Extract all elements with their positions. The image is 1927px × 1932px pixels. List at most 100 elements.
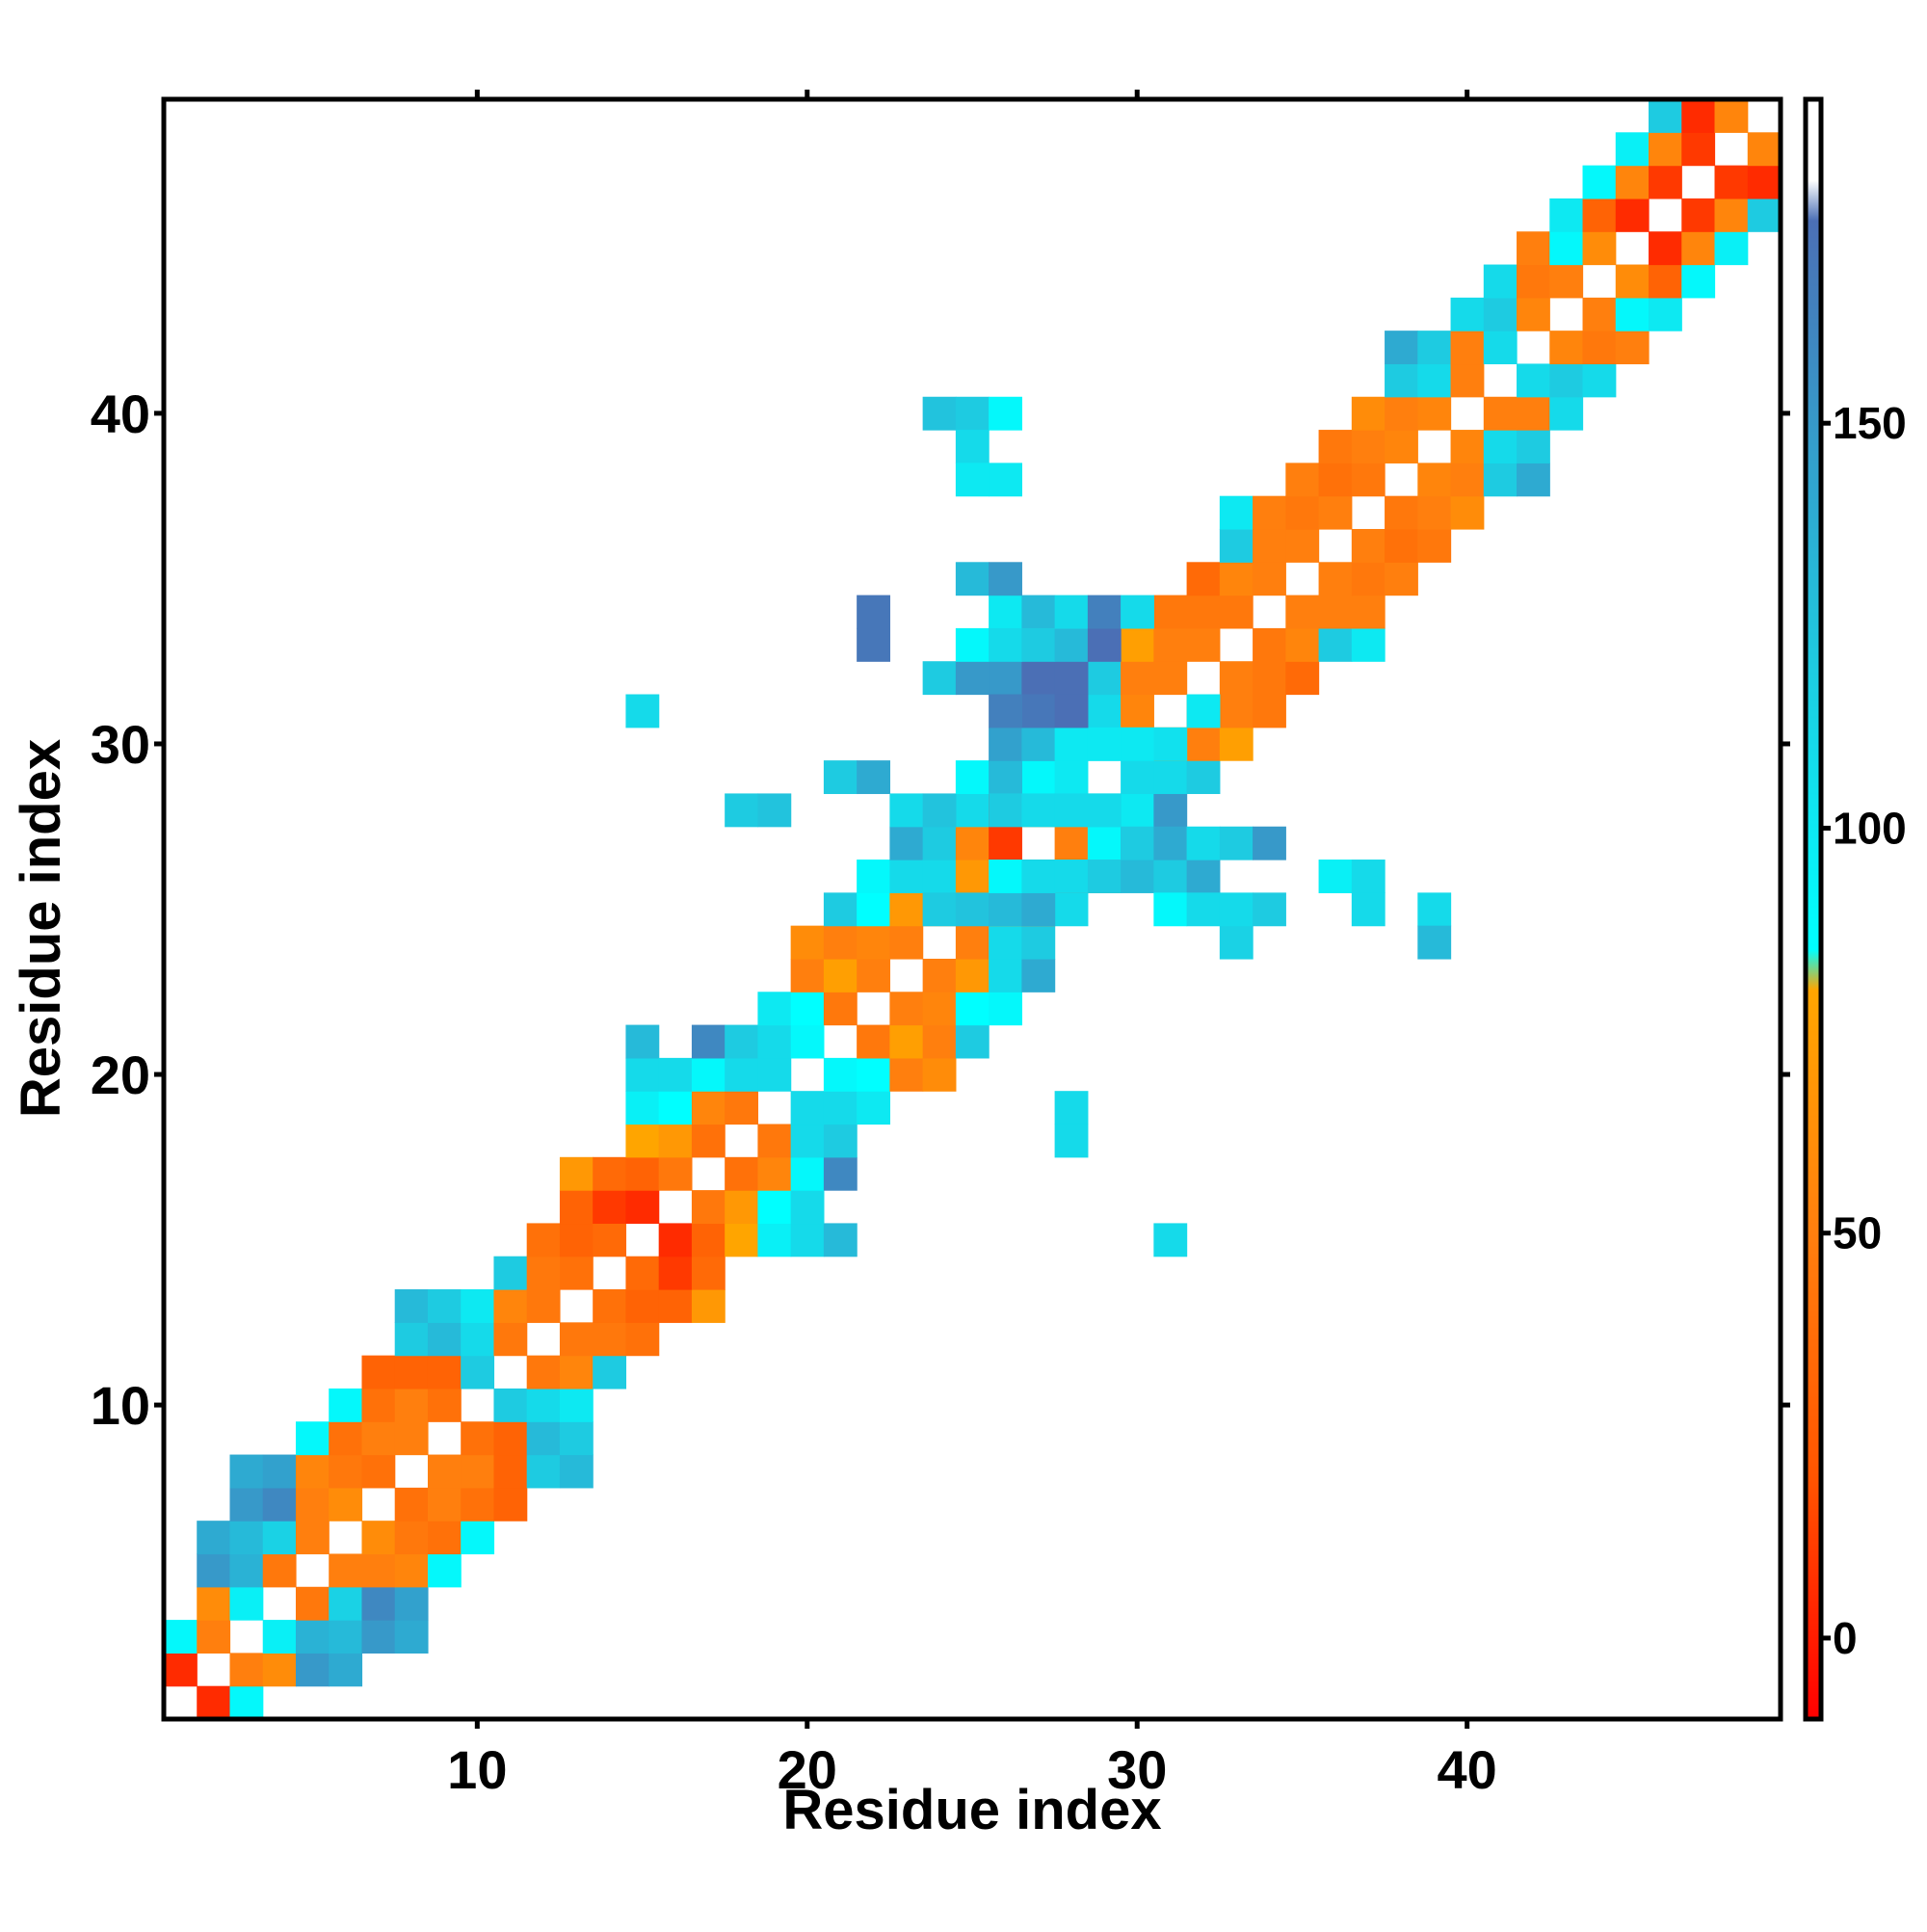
heatmap-cell <box>394 1521 429 1555</box>
heatmap-cell <box>1219 727 1254 761</box>
heatmap-cell <box>1483 430 1518 463</box>
heatmap-cell <box>889 860 924 893</box>
heatmap-cell <box>823 1057 858 1092</box>
heatmap-cell <box>1054 595 1089 629</box>
heatmap-cell <box>1253 661 1286 696</box>
heatmap-cell <box>262 1521 297 1555</box>
heatmap-cell <box>989 562 1022 596</box>
heatmap-cell <box>295 1487 330 1522</box>
heatmap-cell <box>394 1421 429 1456</box>
heatmap-cell <box>725 1223 759 1257</box>
heatmap-cell <box>1549 396 1584 431</box>
heatmap-cell <box>1549 363 1584 398</box>
heatmap-cell <box>1483 331 1518 365</box>
heatmap-cell <box>989 727 1022 761</box>
heatmap-cell <box>1087 793 1122 828</box>
heatmap-cell <box>1253 562 1286 596</box>
heatmap-cell <box>955 1024 990 1059</box>
heatmap-cell <box>1385 331 1418 365</box>
heatmap-cell <box>1219 595 1254 629</box>
heatmap-cell <box>625 1322 660 1357</box>
heatmap-cell <box>461 1521 495 1555</box>
heatmap-cell <box>329 1388 363 1422</box>
heatmap-cell <box>1483 264 1518 299</box>
heatmap-cell <box>461 1487 495 1522</box>
heatmap-cell <box>1615 264 1650 299</box>
heatmap-cell <box>823 1091 858 1125</box>
heatmap-cell <box>1186 727 1221 761</box>
heatmap-cell <box>725 1057 759 1092</box>
heatmap-cell <box>1021 958 1056 992</box>
heatmap-cell <box>989 793 1022 828</box>
heatmap-cell <box>989 627 1022 662</box>
heatmap-cell <box>427 1322 462 1357</box>
heatmap-cell <box>955 925 990 960</box>
heatmap-cell <box>955 661 990 696</box>
heatmap-cell <box>1714 165 1749 199</box>
heatmap-cell <box>361 1620 396 1654</box>
heatmap-cell <box>823 1124 858 1158</box>
heatmap-cell <box>725 1156 759 1191</box>
heatmap-cell <box>1285 495 1320 530</box>
y-tick-label: 20 <box>91 1045 150 1105</box>
heatmap-cell <box>1417 892 1452 927</box>
heatmap-cell <box>658 1124 693 1158</box>
heatmap-cell <box>989 463 1022 497</box>
heatmap-cell <box>493 1487 528 1522</box>
heatmap-cell <box>493 1421 528 1456</box>
heatmap-cell <box>857 860 890 893</box>
heatmap-cell <box>1351 396 1386 431</box>
heatmap-cell <box>823 892 858 927</box>
heatmap-cell <box>526 1256 561 1290</box>
heatmap-cell <box>361 1388 396 1422</box>
heatmap-cell <box>1549 331 1584 365</box>
heatmap-cell <box>559 1190 594 1225</box>
heatmap-cell <box>922 1057 957 1092</box>
heatmap-cell <box>1615 331 1650 365</box>
heatmap-cell <box>823 1223 858 1257</box>
heatmap-cell <box>1681 231 1716 266</box>
heatmap-cell <box>625 1024 660 1059</box>
heatmap-cell <box>1318 860 1353 893</box>
heatmap-cell <box>757 793 792 828</box>
heatmap-cell <box>1285 528 1320 563</box>
heatmap-cell <box>691 1223 726 1257</box>
heatmap-cell <box>989 860 1022 893</box>
heatmap-cell <box>526 1355 561 1389</box>
heatmap-cell <box>1450 463 1485 497</box>
heatmap-cell <box>757 1190 792 1225</box>
heatmap-cell <box>625 1190 660 1225</box>
heatmap-cell <box>658 1057 693 1092</box>
heatmap-cell <box>889 826 924 860</box>
heatmap-cell <box>1385 495 1418 530</box>
heatmap-cell <box>790 1190 825 1225</box>
heatmap-cell <box>526 1454 561 1489</box>
axes: 10 20 30 40 10 20 30 40 <box>91 90 1790 1800</box>
heatmap-cell <box>1351 892 1386 927</box>
heatmap-cell <box>790 1223 825 1257</box>
heatmap-cell <box>1121 760 1154 795</box>
heatmap-cell <box>461 1454 495 1489</box>
heatmap-cell <box>691 1256 726 1290</box>
heatmap-cell <box>1021 694 1056 728</box>
x-tick-label: 40 <box>1438 1739 1497 1800</box>
heatmap-cell <box>295 1454 330 1489</box>
heatmap-cell <box>1549 264 1584 299</box>
heatmap-cell <box>823 958 858 992</box>
heatmap-cell <box>229 1487 264 1522</box>
heatmap-cell <box>427 1487 462 1522</box>
heatmap-cell <box>1582 331 1617 365</box>
heatmap-cell <box>1385 562 1418 596</box>
heatmap-cell <box>757 1024 792 1059</box>
heatmap-cell <box>1219 892 1254 927</box>
heatmap-cell <box>1153 760 1188 795</box>
heatmap-cell <box>757 1124 792 1158</box>
heatmap-cell <box>790 1091 825 1125</box>
heatmap-cell <box>361 1586 396 1621</box>
heatmap-cell <box>1681 198 1716 232</box>
heatmap-cell <box>1285 661 1320 696</box>
heatmap-cell <box>526 1289 561 1323</box>
heatmap-cell <box>461 1355 495 1389</box>
heatmap-cell <box>1351 528 1386 563</box>
